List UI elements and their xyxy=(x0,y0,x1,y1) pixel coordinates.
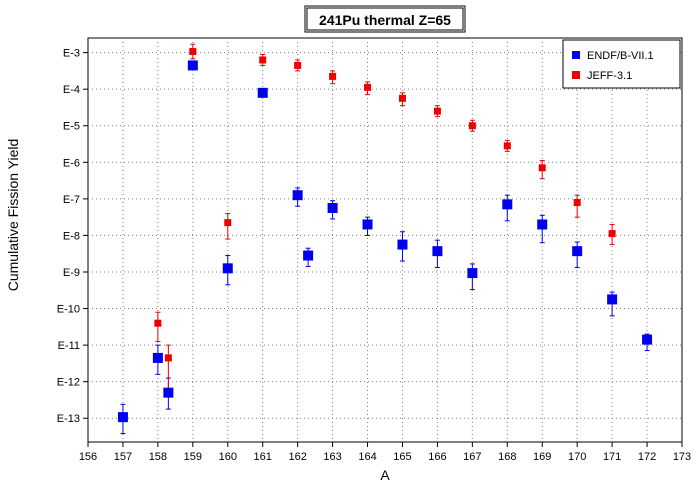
data-point xyxy=(398,94,406,102)
data-point xyxy=(468,122,476,130)
data-point xyxy=(607,294,618,305)
y-tick-label: E-3 xyxy=(63,48,80,60)
data-point xyxy=(163,387,174,398)
legend-box xyxy=(562,39,681,89)
data-point xyxy=(362,219,373,230)
x-tick-label: 173 xyxy=(673,451,691,463)
data-point xyxy=(117,412,128,423)
x-tick-label: 168 xyxy=(498,451,516,463)
x-tick-label: 170 xyxy=(568,451,586,463)
x-tick-label: 160 xyxy=(219,451,237,463)
y-tick-label: E-13 xyxy=(57,413,80,425)
y-tick-label: E-7 xyxy=(63,194,80,206)
data-point xyxy=(467,268,478,279)
title-box xyxy=(304,5,466,33)
axis-ticks: 156 157 158 159 160 161 162 163 164 165 166 167 168 1… xyxy=(57,48,691,463)
data-point xyxy=(537,219,548,230)
y-axis-label: Cumulative Fission Yield xyxy=(5,139,21,292)
x-tick-label: 166 xyxy=(428,451,446,463)
x-tick-label: 156 xyxy=(79,451,97,463)
y-tick-label: E-12 xyxy=(57,377,80,389)
legend: ENDF/B-VII.1 JEFF-3.1 xyxy=(562,39,681,89)
data-point xyxy=(224,219,232,227)
plot-area xyxy=(87,37,683,443)
chart-title: 241Pu thermal Z=65 xyxy=(319,12,451,28)
data-point xyxy=(257,87,268,98)
x-tick-label: 159 xyxy=(184,451,202,463)
x-tick-label: 163 xyxy=(323,451,341,463)
data-point xyxy=(502,199,513,210)
data-point xyxy=(259,56,267,64)
y-tick-label: E-6 xyxy=(63,157,80,169)
x-tick-label: 169 xyxy=(533,451,551,463)
y-tick-label: E-9 xyxy=(63,267,80,279)
legend-marker-endf xyxy=(572,51,580,59)
x-tick-label: 158 xyxy=(149,451,167,463)
data-point xyxy=(572,246,583,257)
data-points xyxy=(117,48,653,423)
data-point xyxy=(154,319,162,327)
data-point xyxy=(432,246,443,257)
x-tick-label: 165 xyxy=(393,451,411,463)
x-tick-label: 172 xyxy=(638,451,656,463)
data-point xyxy=(538,164,546,172)
legend-marker-jeff xyxy=(572,71,580,79)
data-point xyxy=(397,239,408,250)
title-box-inner xyxy=(306,7,464,31)
x-axis-label: A xyxy=(380,467,390,483)
data-point xyxy=(364,83,372,91)
legend-label-jeff: JEFF-3.1 xyxy=(587,70,632,82)
legend-label-endf: ENDF/B-VII.1 xyxy=(587,50,654,62)
x-tick-label: 157 xyxy=(114,451,132,463)
data-point xyxy=(642,334,653,345)
data-point xyxy=(164,354,172,362)
data-point xyxy=(152,352,163,363)
data-point xyxy=(329,72,337,80)
y-tick-label: E-4 xyxy=(63,84,80,96)
x-tick-label: 161 xyxy=(254,451,272,463)
data-point xyxy=(303,250,314,261)
y-tick-label: E-8 xyxy=(63,230,80,242)
y-tick-label: E-11 xyxy=(58,340,80,352)
data-point xyxy=(608,230,616,238)
x-tick-label: 162 xyxy=(288,451,306,463)
data-point xyxy=(292,190,303,201)
x-tick-label: 171 xyxy=(603,451,621,463)
data-point xyxy=(327,203,338,214)
y-tick-label: E-5 xyxy=(63,121,80,133)
data-point xyxy=(294,61,302,69)
data-point xyxy=(222,263,233,274)
data-point xyxy=(573,199,581,207)
data-point xyxy=(503,142,511,150)
data-point xyxy=(187,60,198,71)
data-point xyxy=(189,48,197,56)
data-point xyxy=(433,107,441,115)
grid-lines xyxy=(88,38,682,442)
x-tick-label: 164 xyxy=(358,451,376,463)
x-tick-label: 167 xyxy=(463,451,481,463)
y-tick-label: E-10 xyxy=(57,304,80,316)
